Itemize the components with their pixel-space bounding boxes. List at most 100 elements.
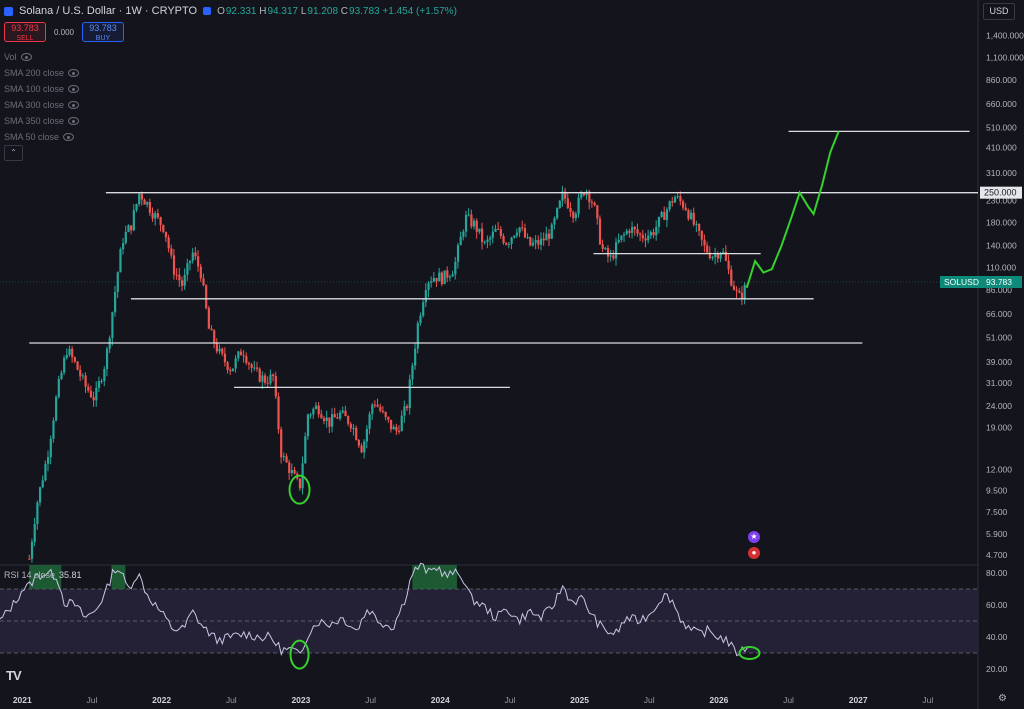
candle [148, 201, 152, 213]
indicator-list: Vol SMA 200 close SMA 100 close SMA 300 … [4, 49, 80, 145]
candle [732, 285, 736, 290]
eye-icon[interactable] [68, 85, 80, 93]
candle [65, 354, 68, 358]
candle [156, 213, 160, 218]
candle [231, 368, 235, 372]
candle [55, 396, 58, 421]
currency-selector[interactable]: USD [983, 3, 1015, 20]
eye-icon[interactable] [63, 133, 75, 141]
eye-icon[interactable] [68, 69, 80, 77]
candle [371, 404, 374, 415]
indicator-sma-100[interactable]: SMA 100 close [4, 81, 80, 97]
candle [357, 440, 360, 446]
collapse-legend-button[interactable]: ⌃ [4, 145, 23, 161]
candle [673, 197, 677, 203]
candle [478, 228, 481, 232]
candle [250, 364, 253, 368]
candle [105, 348, 109, 370]
candle [269, 374, 272, 384]
candle [521, 227, 524, 229]
candle [261, 375, 264, 382]
candle [215, 343, 218, 352]
candle [381, 410, 385, 413]
candle [253, 367, 256, 369]
y-tick-label: 230.000 [986, 195, 1017, 205]
candle [202, 278, 205, 286]
x-tick-label: 2021 [13, 695, 32, 705]
y-tick-label: 31.000 [986, 378, 1012, 388]
candle [178, 274, 181, 281]
candle [706, 245, 709, 253]
candle [111, 312, 114, 339]
rsi-legend: RSI 14 close 35.81 [4, 570, 82, 580]
candle [419, 315, 422, 324]
symbol-title[interactable]: Solana / U.S. Dollar · 1W · CRYPTO [19, 5, 198, 17]
candle [620, 235, 623, 240]
candle [679, 196, 682, 202]
candle [531, 242, 535, 246]
x-tick-label: Jul [226, 695, 237, 705]
y-tick-label: 9.500 [986, 486, 1008, 496]
candle [41, 480, 44, 488]
buy-button[interactable]: 93.783 BUY [82, 22, 124, 42]
y-tick-label: 5.900 [986, 529, 1008, 539]
x-tick-label: Jul [504, 695, 515, 705]
candle [451, 274, 454, 277]
rsi-tick-label: 60.00 [986, 600, 1008, 610]
candle [218, 348, 221, 352]
candle [280, 429, 283, 458]
flag-icon[interactable]: ● [748, 547, 760, 559]
event-icon[interactable]: ★ [748, 531, 760, 543]
tradingview-logo-icon: TV [6, 668, 22, 683]
eye-icon[interactable] [68, 117, 80, 125]
indicator-sma-200[interactable]: SMA 200 close [4, 65, 80, 81]
current-circle-rsi[interactable] [738, 646, 761, 660]
candle [639, 233, 642, 235]
candle [312, 408, 315, 415]
candle [719, 253, 722, 259]
candle [103, 369, 106, 382]
bottom-circle-rsi[interactable] [289, 639, 310, 670]
candle [700, 230, 703, 240]
bottom-circle-price[interactable] [288, 474, 311, 505]
price-tag[interactable] [940, 276, 1022, 289]
price-axis-panel[interactable] [978, 0, 1024, 709]
indicator-sma-300[interactable]: SMA 300 close [4, 97, 80, 113]
eye-icon[interactable] [68, 101, 80, 109]
candle [644, 238, 647, 241]
candle [92, 397, 95, 401]
candle [132, 210, 135, 231]
bookmark-icon[interactable] [203, 7, 212, 15]
candle [159, 217, 162, 225]
candle [558, 200, 561, 209]
candle [411, 365, 414, 380]
candle [556, 208, 559, 219]
indicator-sma-350[interactable]: SMA 350 close [4, 113, 80, 129]
candle [422, 302, 425, 316]
candle [277, 396, 280, 430]
candle [397, 430, 401, 432]
eye-icon[interactable] [20, 53, 32, 61]
level-tag [980, 186, 1022, 199]
candle [408, 379, 411, 409]
indicator-vol[interactable]: Vol [4, 49, 79, 65]
candle [389, 419, 393, 430]
candle [649, 232, 653, 236]
projection-path[interactable] [745, 130, 840, 289]
candle [529, 237, 532, 246]
sell-button[interactable]: 93.783 SELL [4, 22, 46, 42]
candle [497, 228, 500, 230]
candle [189, 260, 192, 264]
candle [703, 239, 706, 246]
candle [708, 252, 711, 259]
candle [716, 254, 720, 259]
candle [274, 376, 277, 397]
settings-gear-icon[interactable]: ⚙ [998, 693, 1007, 704]
candle [325, 417, 328, 422]
candle [320, 414, 323, 419]
candle [322, 418, 326, 422]
candle [242, 355, 245, 357]
indicator-sma-50[interactable]: SMA 50 close [4, 129, 79, 145]
candle [151, 212, 154, 219]
